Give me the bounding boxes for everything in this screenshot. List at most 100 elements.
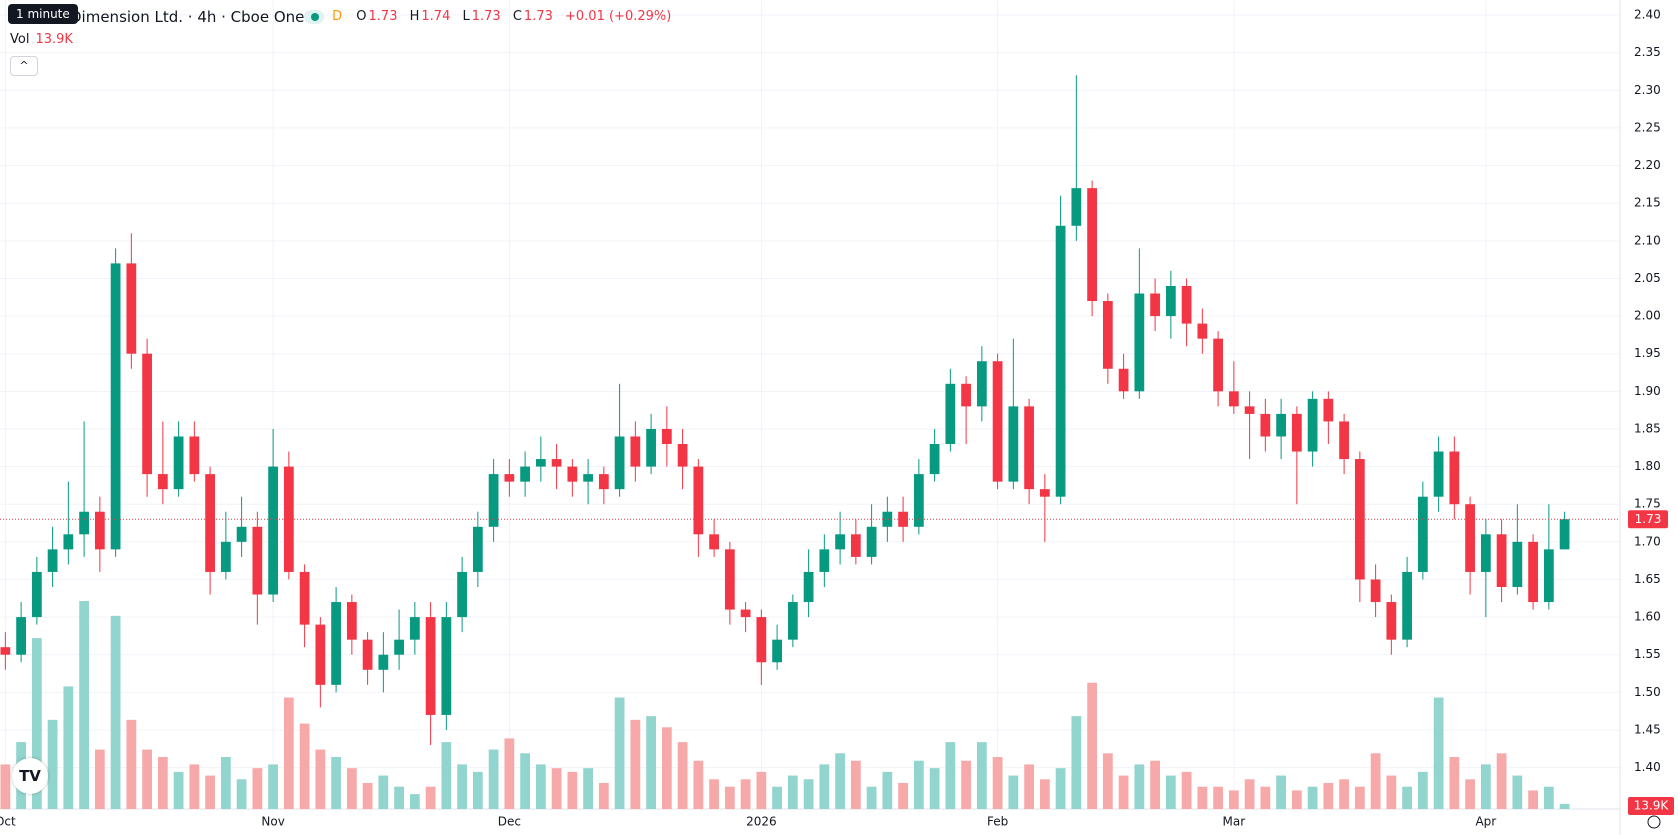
volume-bar [1039,779,1050,809]
volume-bar [31,638,42,809]
volume-bar [803,779,814,809]
candle-body [709,534,719,550]
candle-body [157,474,168,490]
y-tick-label: 2.00 [1634,309,1661,323]
candle-body [724,549,735,610]
volume-bar [1528,790,1538,809]
candle-body [1417,496,1428,572]
x-tick-label: Apr [1475,815,1496,829]
candle-body [740,609,751,618]
candle-body [1150,293,1160,317]
volume-bar [79,601,89,809]
volume-bar [1102,753,1113,809]
collapse-button[interactable]: ^ [10,56,38,76]
candle-body [1512,541,1523,587]
candle-body [1087,188,1097,302]
volume-bar [504,738,515,809]
volume-bar [236,779,247,809]
candle-body [1559,519,1570,550]
low-label: L [462,9,470,24]
volume-bar [567,771,578,809]
volume-bar [331,757,341,809]
volume-bar [1024,764,1034,809]
candle-body [567,466,578,482]
x-tick-label: Mar [1223,815,1246,829]
volume-bar [346,768,357,809]
volume-bar [1307,786,1318,809]
volume-bar [457,764,467,809]
close-value: 1.73 [523,9,553,24]
volume-bar [1402,786,1412,809]
volume-bar [992,757,1003,809]
volume-bar [1150,760,1160,809]
volume-bar [488,749,499,809]
volume-bar [866,786,877,809]
candle-body [126,263,137,354]
settings-icon[interactable] [1647,815,1661,829]
candle-body [646,428,656,467]
volume-bar [1559,803,1570,809]
volume-bar [268,764,278,809]
candle-body [1307,398,1318,452]
candle-body [1008,406,1019,482]
high-value: 1.74 [421,9,451,24]
volume-bar [362,783,373,809]
volume-bar [1291,790,1302,809]
y-tick-label: 1.60 [1634,610,1661,624]
volume-bar [252,768,263,809]
x-tick-label: Oct [0,815,16,829]
candle-body [1386,602,1397,640]
candle-body [787,602,798,640]
candle-body [220,541,231,572]
candle-body [693,466,704,535]
volume-bar [189,764,200,809]
candle-body [1465,504,1475,572]
candle-body [1228,391,1239,407]
volume-bar [1008,775,1019,809]
candle-body [299,571,310,625]
status-badge [304,9,324,24]
candle-body [0,647,11,655]
volume-bar [1260,786,1271,809]
candle-body [583,474,593,482]
volume-bar [142,749,152,809]
volume-bar [315,749,326,809]
volume-bar [661,727,672,809]
volume-bar [1496,753,1507,809]
change-value: +0.01 (+0.29%) [565,9,672,24]
volume-bar [1213,786,1223,809]
volume-bar [1449,757,1460,809]
volume-bar [835,753,845,809]
volume-bar [1339,779,1349,809]
last-price-label: 1.73 [1635,512,1662,526]
candle-body [1071,188,1082,226]
y-tick-label: 1.75 [1634,497,1661,511]
volume-bar [1465,779,1475,809]
candle-body [992,361,1003,482]
volume-bar [929,768,940,809]
volume-bar [1181,771,1192,809]
volume-bar [157,757,168,809]
candle-body [866,526,877,557]
candle-body [1260,413,1271,437]
candle-body [173,436,184,490]
volume-bar [614,697,625,809]
candle-body [472,526,483,572]
y-tick-label: 2.40 [1634,8,1661,22]
volume-bar [756,771,767,809]
volume-bar [724,786,735,809]
y-tick-label: 2.15 [1634,196,1661,210]
candle-body [1528,541,1538,603]
candle-body [189,436,200,475]
volume-bar [1244,779,1255,809]
candle-body [677,444,688,467]
candle-body [1102,301,1113,369]
candle-body [1055,225,1066,497]
volume-bar [63,686,74,809]
tradingview-logo[interactable]: TV [12,758,48,794]
candle-body [441,617,452,715]
volume-bar [94,749,105,809]
candle-body [346,602,357,640]
candle-body [1323,398,1334,422]
volume-bar [945,742,956,809]
